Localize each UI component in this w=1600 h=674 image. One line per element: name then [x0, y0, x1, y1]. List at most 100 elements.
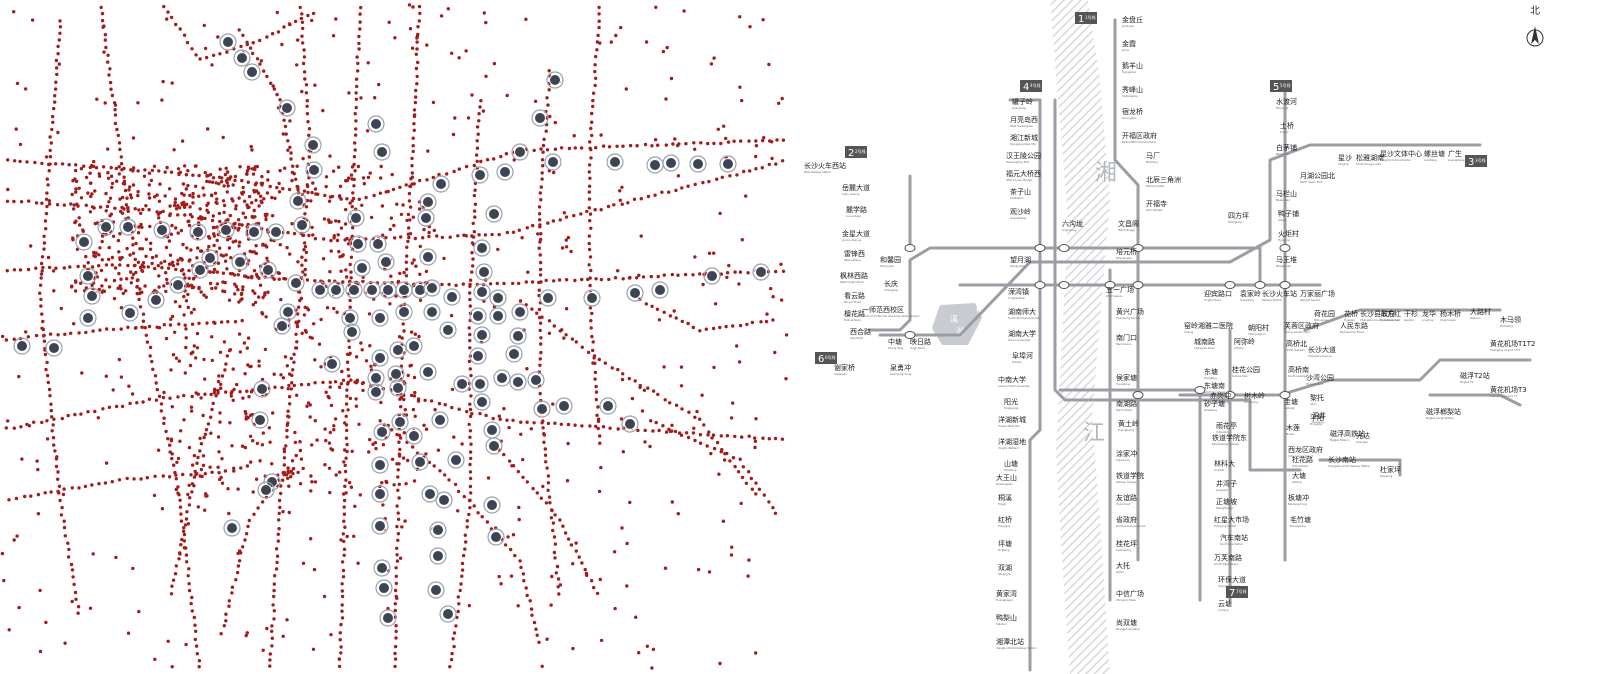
bus-stop-dot — [588, 424, 592, 428]
bus-stop-dot — [414, 66, 419, 71]
metro-station-marker — [419, 248, 437, 266]
bus-stop-dot — [113, 206, 117, 210]
bus-stop-dot — [311, 11, 316, 16]
bus-stop-dot — [298, 482, 303, 486]
station-name-en: Baimaopu — [1276, 152, 1289, 156]
bus-stop-dot — [356, 61, 360, 66]
bus-stop-dot — [598, 577, 602, 582]
bus-stop-dot — [49, 141, 53, 145]
bus-stop-dot — [272, 582, 276, 586]
bus-stop-dot — [272, 594, 276, 599]
bus-stop-dot — [218, 246, 222, 250]
metro-station-marker — [341, 309, 359, 327]
bus-stop-dot — [162, 421, 166, 426]
bus-stop-dot — [404, 274, 409, 278]
metro-station-marker — [443, 288, 461, 306]
metro-station-marker — [169, 276, 187, 294]
bus-stop-dot — [295, 63, 299, 67]
bus-stop-dot — [48, 148, 52, 153]
station-name: 磁浮T2站 — [1460, 371, 1490, 380]
bus-stop-dot — [161, 474, 165, 478]
bus-stop-dot — [473, 215, 477, 219]
bus-stop-dot — [165, 17, 169, 21]
bus-stop-dot — [524, 280, 528, 284]
bus-stop-dot — [106, 176, 111, 180]
bus-stop-dot — [413, 236, 417, 241]
station-name: 黎托 — [1310, 393, 1324, 402]
bus-stop-dot — [552, 324, 556, 328]
bus-stop-dot — [341, 568, 346, 573]
bus-stop-dot — [597, 12, 601, 16]
bus-stop-dot — [91, 329, 95, 333]
metro-station-marker — [475, 263, 493, 281]
bus-stop-dot — [539, 496, 543, 500]
bus-stop-dot — [248, 413, 253, 417]
bus-stop-dot — [670, 423, 674, 427]
bus-stop-dot — [234, 207, 238, 211]
bus-stop-dot — [395, 432, 399, 437]
bus-stop-dot — [296, 38, 300, 42]
bus-stop-dot — [194, 644, 199, 648]
bus-stop-dot — [357, 197, 361, 201]
station-name-en: Hehuayuan — [1314, 318, 1329, 322]
bus-stop-dot — [401, 456, 406, 460]
bus-stop-dot — [327, 441, 332, 445]
bus-stop-dot — [4, 426, 8, 430]
bus-stop-dot — [169, 317, 173, 321]
station-name: 大路村 — [1470, 307, 1491, 316]
bus-stop-dot — [286, 148, 290, 152]
bus-stop-dot — [61, 492, 66, 497]
station-name-en: Datang — [1292, 480, 1302, 484]
bus-stop-dot — [300, 331, 304, 335]
bus-stop-dot — [626, 201, 630, 205]
station-name-en: Maglev Station — [1330, 438, 1350, 442]
bus-stop-dot — [243, 445, 248, 450]
station-name-en: Guitang — [1284, 406, 1295, 410]
transfer-station-icon — [1254, 281, 1266, 289]
bus-stop-dot — [637, 273, 641, 277]
bus-stop-dot — [344, 402, 349, 406]
bus-stop-dot — [176, 258, 180, 262]
bus-stop-dot — [593, 69, 597, 74]
bus-stop-dot — [506, 535, 510, 539]
bus-stop-dot — [90, 483, 94, 487]
station-name-en: Maglev Langli Station — [1426, 416, 1454, 420]
bus-stop-dot — [131, 166, 136, 170]
bus-stop-dot — [284, 444, 288, 448]
bus-stop-dot — [364, 359, 369, 363]
bus-stop-dot — [757, 487, 762, 491]
bus-stop-dot — [162, 323, 166, 327]
bus-stop-dot — [367, 312, 372, 316]
station-name: 大托 — [1116, 561, 1130, 570]
bus-stop-dot — [84, 286, 89, 290]
bus-stop-dot — [357, 41, 361, 46]
station-name: 湘潭北站 — [996, 637, 1024, 646]
station-name-en: Jinxia — [1121, 48, 1129, 52]
bus-stop-dot — [742, 169, 746, 174]
bus-stop-dot — [291, 466, 296, 471]
bus-stop-dot — [338, 470, 342, 474]
station-name: 枫林西路 — [840, 271, 868, 280]
bus-stop-dot — [101, 165, 106, 169]
bus-stop-dot — [395, 596, 399, 600]
bus-stop-dot — [231, 367, 235, 371]
bus-stop-dot — [294, 346, 299, 350]
bus-stop-dot — [198, 207, 202, 211]
bus-stop-dot — [45, 177, 49, 181]
bus-stop-dot — [287, 510, 291, 515]
bus-stop-dot — [70, 599, 74, 604]
bus-stop-dot — [303, 305, 307, 309]
bus-stop-dot — [449, 313, 454, 318]
bus-stop-dot — [300, 263, 304, 267]
bus-stop-dot — [191, 195, 195, 199]
bus-stop-dot — [290, 459, 295, 463]
bus-stop-dot — [93, 254, 98, 259]
bus-stop-dot — [740, 238, 744, 242]
bus-stop-dot — [186, 492, 190, 497]
station-name-en: Dawangshan — [996, 482, 1013, 486]
bus-stop-dot — [327, 466, 332, 470]
bus-stop-dot — [505, 230, 510, 235]
bus-stop-dot — [535, 311, 539, 315]
bus-stop-dot — [201, 413, 205, 418]
bus-stop-dot — [121, 181, 126, 186]
